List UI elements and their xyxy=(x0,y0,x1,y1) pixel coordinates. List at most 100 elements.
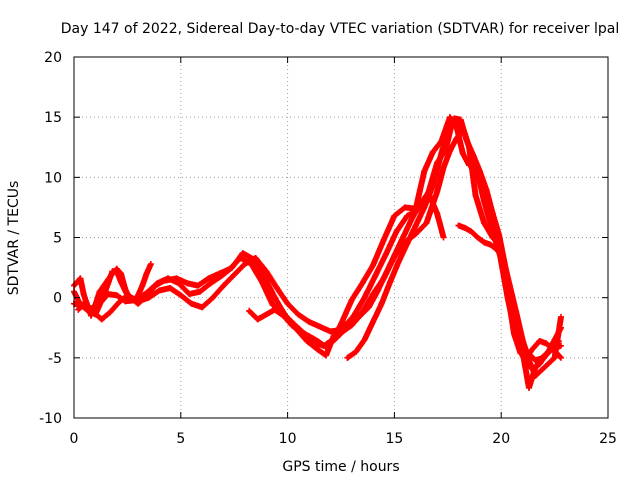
data-point xyxy=(536,337,543,344)
data-point xyxy=(231,271,238,278)
series-track-5 xyxy=(246,189,447,351)
data-point xyxy=(113,265,120,272)
data-point xyxy=(109,270,116,277)
data-point xyxy=(143,270,150,277)
data-point xyxy=(455,222,462,229)
data-point xyxy=(372,273,379,280)
data-point xyxy=(387,279,394,286)
data-point xyxy=(194,282,201,289)
y-tick-label: 10 xyxy=(44,170,62,186)
data-point xyxy=(378,300,385,307)
data-point xyxy=(135,292,142,299)
data-point xyxy=(92,301,99,308)
data-point xyxy=(374,288,381,295)
x-tick-label: 5 xyxy=(176,431,185,447)
data-point xyxy=(470,152,477,159)
data-point xyxy=(370,262,377,269)
data-point xyxy=(391,212,398,219)
data-point xyxy=(382,251,389,258)
data-point xyxy=(359,280,366,287)
data-point xyxy=(122,286,129,293)
data-point xyxy=(382,270,389,277)
data-point xyxy=(417,200,424,207)
data-point xyxy=(220,282,227,289)
data-point xyxy=(197,288,204,295)
data-point xyxy=(117,270,124,277)
data-point xyxy=(143,289,150,296)
data-point xyxy=(271,294,278,301)
data-point xyxy=(147,260,154,267)
data-point xyxy=(525,357,532,364)
data-point xyxy=(177,292,184,299)
data-point xyxy=(184,280,191,287)
data-point xyxy=(252,254,259,261)
data-point xyxy=(393,228,400,235)
x-tick-label: 0 xyxy=(70,431,79,447)
y-tick-label: 5 xyxy=(53,231,62,247)
data-point xyxy=(113,292,120,299)
data-point xyxy=(205,275,212,282)
data-point xyxy=(145,294,152,301)
data-point xyxy=(303,337,310,344)
data-point xyxy=(269,301,276,308)
data-point xyxy=(263,311,270,318)
data-point xyxy=(440,164,447,171)
data-point xyxy=(209,294,216,301)
data-point xyxy=(239,250,246,257)
data-point xyxy=(474,234,481,241)
data-point xyxy=(361,336,368,343)
data-point xyxy=(483,186,490,193)
data-point xyxy=(558,354,565,361)
data-point xyxy=(297,328,304,335)
data-point xyxy=(348,322,355,329)
data-series xyxy=(71,114,565,391)
data-point xyxy=(558,313,565,320)
data-point xyxy=(461,224,468,231)
data-point xyxy=(186,291,193,298)
data-point xyxy=(271,306,278,313)
data-point xyxy=(305,333,312,340)
y-tick-label: -10 xyxy=(39,411,62,427)
data-point xyxy=(538,354,545,361)
data-point xyxy=(139,282,146,289)
data-point xyxy=(107,309,114,316)
data-point xyxy=(545,348,552,355)
data-point xyxy=(75,306,82,313)
data-point xyxy=(380,236,387,243)
data-point xyxy=(370,318,377,325)
data-point xyxy=(263,268,270,275)
data-point xyxy=(323,352,330,359)
data-point xyxy=(489,234,496,241)
data-point xyxy=(551,354,558,361)
data-point xyxy=(254,316,261,323)
data-point xyxy=(218,273,225,280)
data-point xyxy=(164,275,171,282)
data-point xyxy=(399,234,406,241)
x-tick-label: 25 xyxy=(599,431,617,447)
data-point xyxy=(105,276,112,283)
data-point xyxy=(481,239,488,246)
data-point xyxy=(246,307,253,314)
data-point xyxy=(352,348,359,355)
data-point xyxy=(323,344,330,351)
axis-ticks: 0 5 10 15 20 25 -10 -5 0 5 10 15 20 xyxy=(39,50,617,447)
data-point xyxy=(207,280,214,287)
x-axis-label: GPS time / hours xyxy=(282,459,399,475)
data-point xyxy=(423,220,430,227)
data-point xyxy=(472,192,479,199)
series-line xyxy=(246,190,447,350)
data-point xyxy=(77,275,84,282)
data-point xyxy=(229,264,236,271)
data-point xyxy=(96,288,103,295)
data-point xyxy=(357,312,364,319)
data-point xyxy=(487,241,494,248)
series-track-7 xyxy=(71,260,154,319)
y-tick-label: 0 xyxy=(53,291,62,307)
data-point xyxy=(464,138,471,145)
data-point xyxy=(468,228,475,235)
data-point xyxy=(496,232,503,239)
data-point xyxy=(241,260,248,267)
data-point xyxy=(280,312,287,319)
data-point xyxy=(440,234,447,241)
data-point xyxy=(481,220,488,227)
